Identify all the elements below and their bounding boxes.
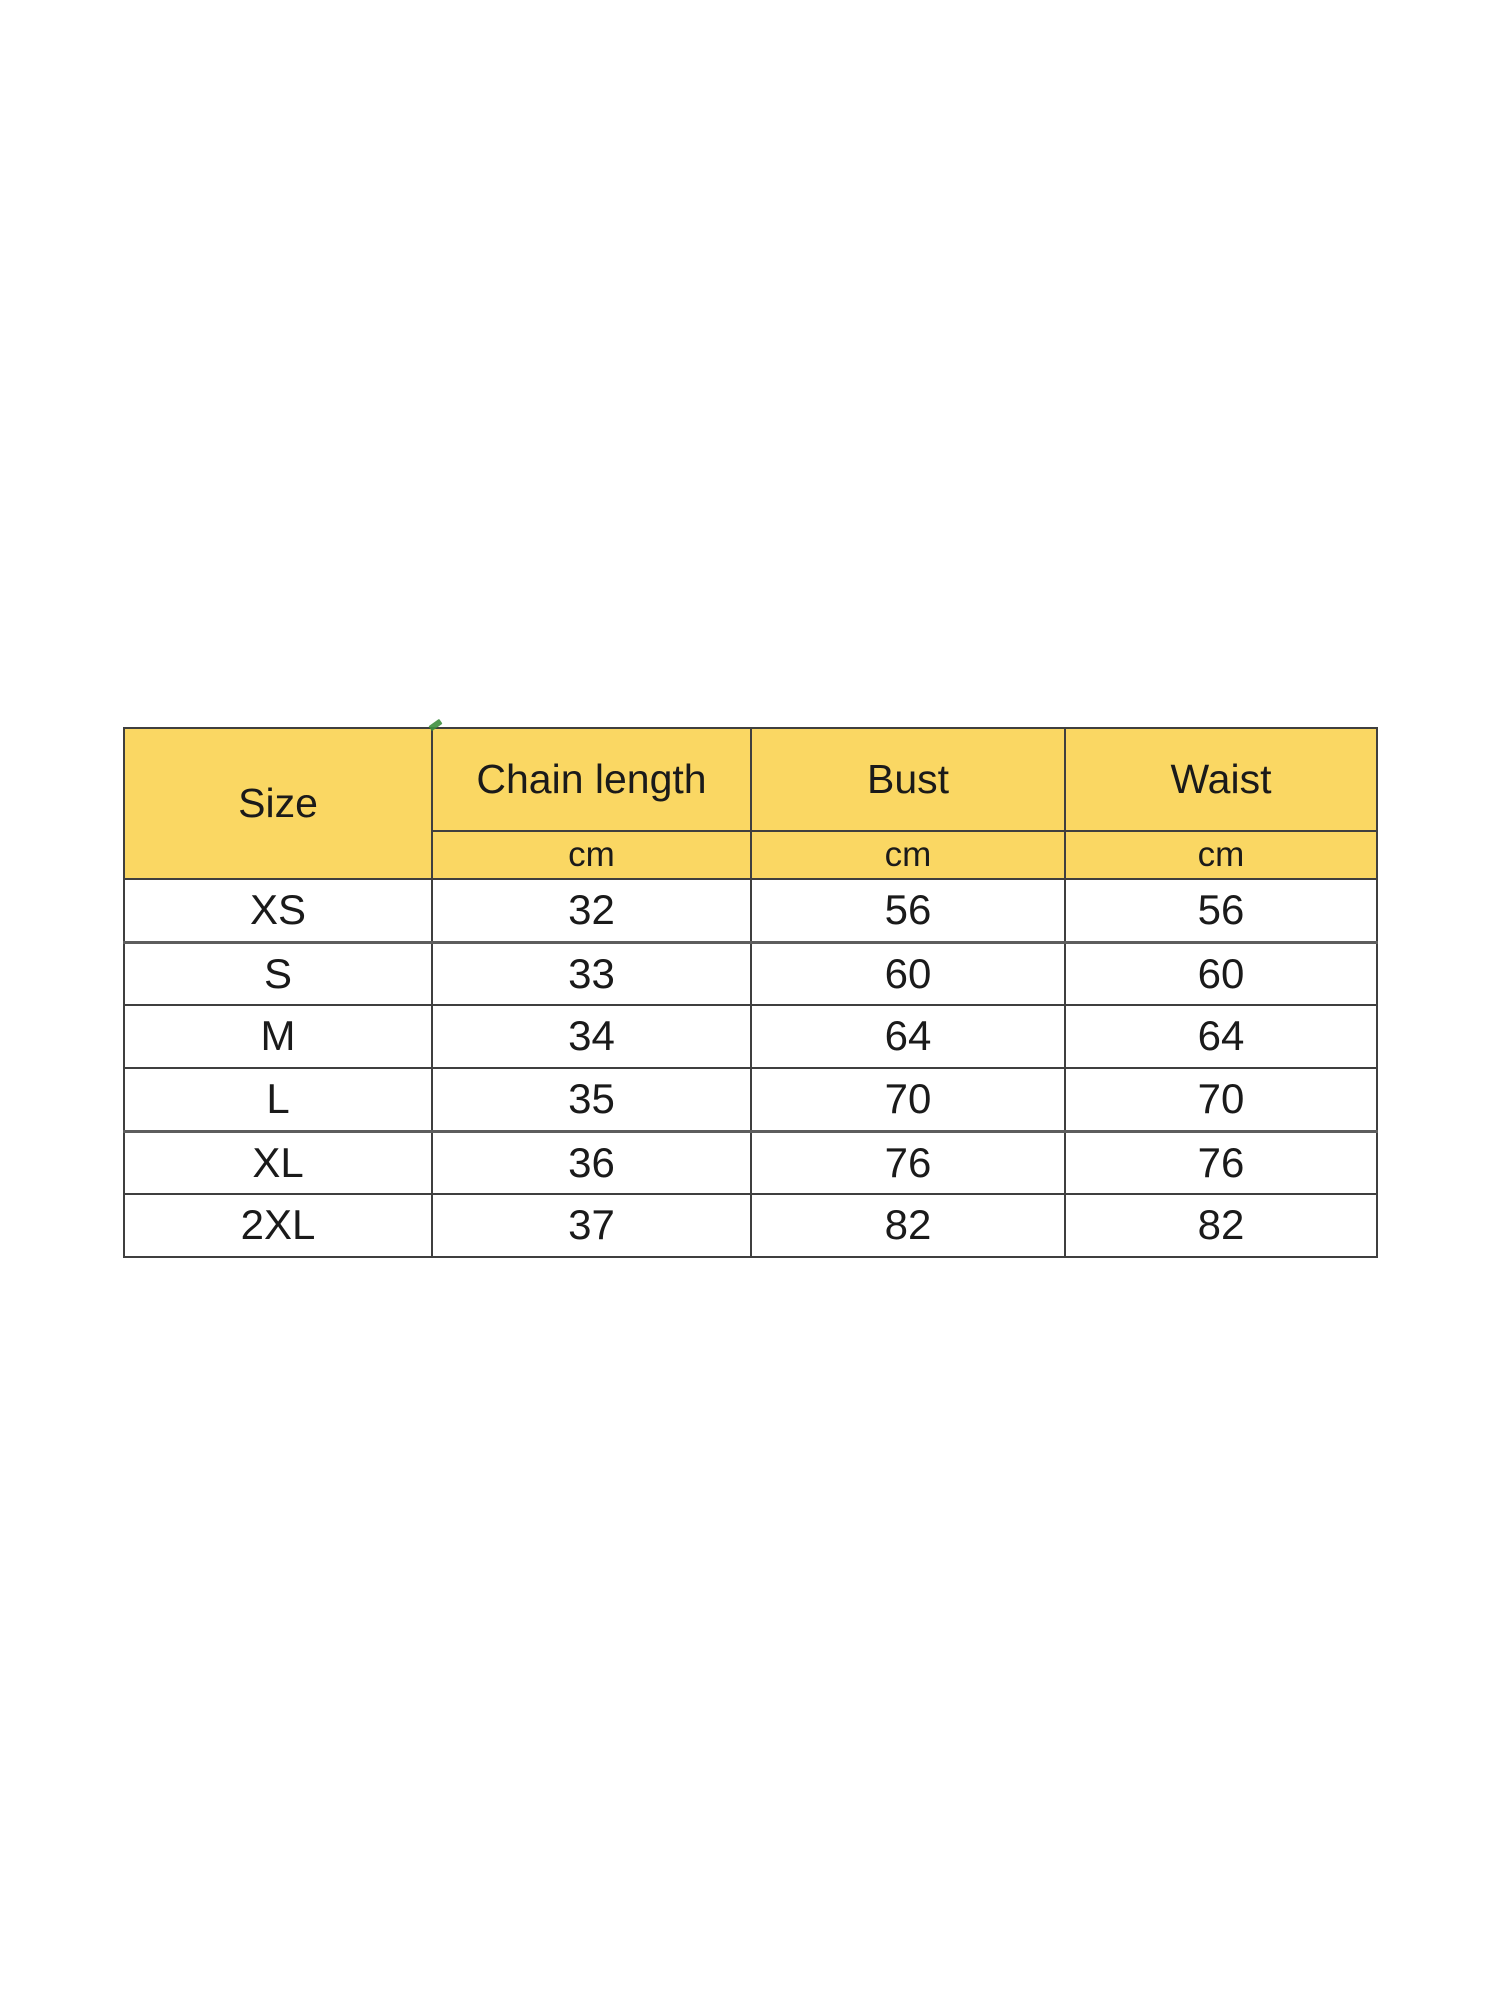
table-row-2xl: 2XL 37 82 82: [123, 1193, 1378, 1258]
size-label: XL: [123, 1129, 433, 1195]
waist-value: 70: [1064, 1067, 1378, 1132]
size-label: S: [123, 940, 433, 1006]
waist-value: 56: [1064, 878, 1378, 943]
chain-length-value: 34: [431, 1004, 752, 1069]
table-row-xs: XS 32 56 56: [123, 878, 1378, 943]
chain-length-value: 35: [431, 1067, 752, 1132]
bust-value: 70: [750, 1067, 1066, 1132]
header-row: Size Chain length Bust Waist: [123, 727, 1378, 880]
size-label: 2XL: [123, 1193, 433, 1258]
size-label: M: [123, 1004, 433, 1069]
bust-value: 60: [750, 940, 1066, 1006]
waist-value: 76: [1064, 1129, 1378, 1195]
table-row-s: S 33 60 60: [123, 940, 1378, 1006]
bust-value: 64: [750, 1004, 1066, 1069]
table-row-m: M 34 64 64: [123, 1004, 1378, 1069]
bust-value: 82: [750, 1193, 1066, 1258]
unit-cell-chain-length: cm: [431, 830, 752, 880]
waist-value: 82: [1064, 1193, 1378, 1258]
waist-value: 60: [1064, 940, 1378, 1006]
unit-cell-waist: cm: [1064, 830, 1378, 880]
header-cell-bust: Bust: [750, 727, 1066, 832]
size-label: L: [123, 1067, 433, 1132]
waist-value: 64: [1064, 1004, 1378, 1069]
chain-length-value: 33: [431, 940, 752, 1006]
chain-length-value: 36: [431, 1129, 752, 1195]
unit-row: cm cm cm: [124, 830, 1378, 880]
header-cell-waist: Waist: [1064, 727, 1378, 832]
chain-length-value: 37: [431, 1193, 752, 1258]
bust-value: 56: [750, 878, 1066, 943]
unit-cell-bust: cm: [750, 830, 1066, 880]
bust-value: 76: [750, 1129, 1066, 1195]
size-label: XS: [123, 878, 433, 943]
header-cell-chain-length: Chain length: [431, 727, 752, 832]
size-chart-table: Size Chain length Bust Waist cm cm cm XS…: [123, 727, 1378, 1258]
chain-length-value: 32: [431, 878, 752, 943]
table-row-l: L 35 70 70: [123, 1067, 1378, 1132]
header-cell-size: Size: [123, 727, 433, 880]
table-row-xl: XL 36 76 76: [123, 1129, 1378, 1195]
